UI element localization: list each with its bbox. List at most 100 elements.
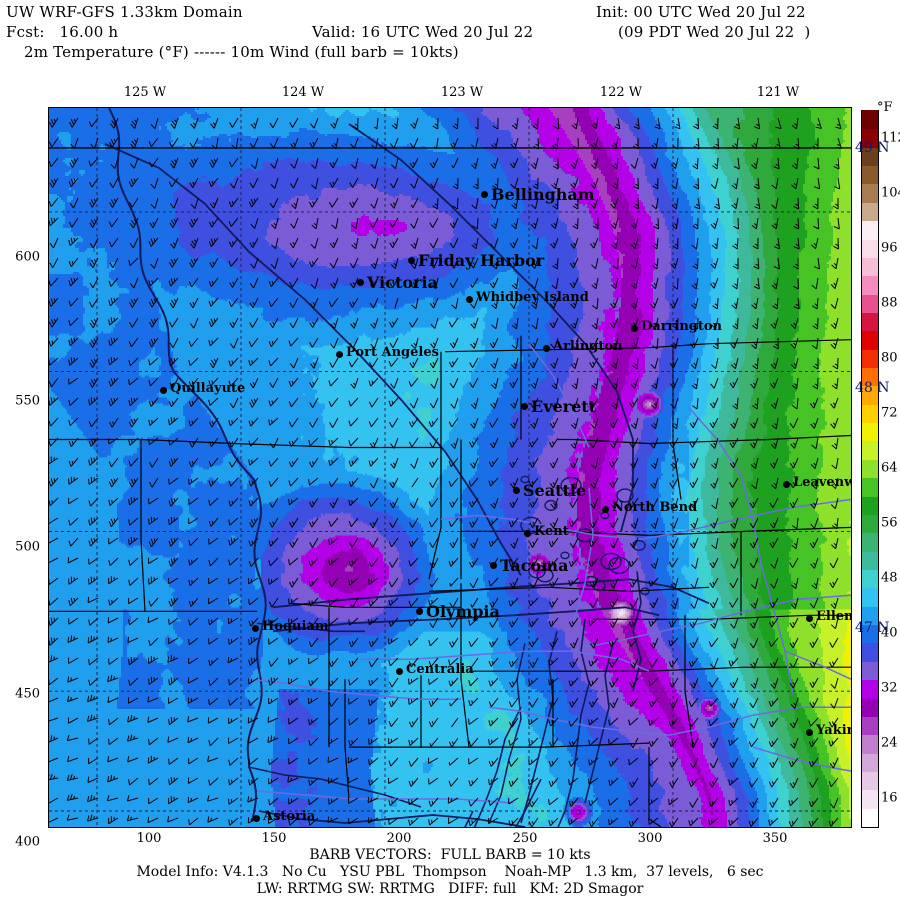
wind-barb bbox=[211, 137, 219, 150]
wind-barb bbox=[550, 337, 559, 349]
wind-barb bbox=[488, 657, 499, 667]
wind-barb bbox=[449, 237, 459, 249]
wind-barb bbox=[248, 337, 259, 348]
wind-barb bbox=[109, 257, 119, 269]
wind-barb bbox=[228, 417, 239, 427]
wind-barb bbox=[87, 794, 99, 803]
wind-barb bbox=[288, 377, 299, 387]
wind-barb bbox=[228, 297, 239, 308]
wind-barb bbox=[552, 137, 559, 150]
wind-barb bbox=[672, 237, 679, 250]
axis-tick-label: 600 bbox=[15, 249, 40, 265]
wind-barb bbox=[752, 397, 759, 410]
wind-barb bbox=[590, 197, 599, 209]
colorbar-band bbox=[862, 808, 878, 827]
wind-barb bbox=[49, 437, 59, 447]
wind-barb bbox=[511, 117, 519, 130]
wind-barb bbox=[348, 617, 359, 626]
wind-barb bbox=[789, 617, 799, 629]
wind-barb bbox=[813, 157, 820, 170]
wind-barb bbox=[248, 197, 259, 208]
wind-barb bbox=[709, 677, 719, 688]
wind-barb bbox=[650, 297, 659, 309]
wind-barb bbox=[389, 477, 399, 489]
wind-barb bbox=[488, 577, 499, 587]
wind-barb bbox=[409, 137, 419, 149]
wind-barb bbox=[108, 657, 119, 665]
wind-barb bbox=[88, 617, 99, 626]
city-dot-icon bbox=[602, 506, 609, 513]
wind-barb bbox=[753, 257, 760, 270]
wind-barb bbox=[429, 617, 439, 628]
wind-barb bbox=[668, 817, 679, 827]
temperature-field bbox=[49, 108, 851, 827]
wind-barb bbox=[88, 517, 99, 526]
city-label: Victoria bbox=[367, 273, 438, 292]
wind-barb bbox=[88, 557, 99, 565]
wind-barb bbox=[549, 457, 559, 469]
map-line bbox=[248, 766, 422, 808]
wind-barb bbox=[169, 137, 179, 148]
wind-barb bbox=[432, 117, 439, 130]
wind-barb bbox=[67, 635, 79, 644]
wind-barb bbox=[530, 157, 539, 170]
wind-barb bbox=[570, 317, 579, 329]
wind-barb bbox=[248, 357, 259, 367]
wind-barb bbox=[489, 597, 499, 608]
wind-barb bbox=[329, 157, 339, 169]
wind-barb bbox=[209, 257, 219, 268]
wind-barb bbox=[749, 757, 759, 769]
city-label: Astoria bbox=[263, 809, 316, 824]
map-line bbox=[460, 583, 470, 748]
wind-barb bbox=[812, 297, 819, 310]
wind-barb bbox=[68, 597, 79, 607]
wind-barb bbox=[49, 756, 59, 763]
wind-barb bbox=[828, 737, 839, 747]
wind-barb bbox=[167, 816, 179, 823]
wind-barb bbox=[768, 817, 779, 826]
wind-barb bbox=[128, 617, 139, 626]
wind-barb bbox=[129, 277, 139, 289]
wind-barb bbox=[689, 797, 699, 808]
wind-barb bbox=[648, 797, 659, 806]
wind-barb bbox=[68, 537, 79, 547]
wind-barb bbox=[369, 437, 379, 449]
wind-barb bbox=[208, 457, 219, 467]
wind-barb bbox=[608, 797, 619, 806]
wind-barb bbox=[189, 437, 199, 448]
wind-barb bbox=[689, 477, 699, 488]
colorbar-tick-label: 32 bbox=[881, 680, 898, 696]
wind-barb bbox=[288, 617, 299, 625]
wind-barb bbox=[388, 597, 399, 606]
wind-barb bbox=[188, 617, 199, 626]
wind-barb bbox=[814, 177, 821, 190]
wind-barb bbox=[771, 477, 779, 490]
wind-barb bbox=[289, 237, 299, 249]
wind-barb bbox=[308, 437, 319, 447]
map-plot-area[interactable]: Bellingham Friday Harbor Victoria Whidbey I… bbox=[48, 107, 852, 828]
wind-barb bbox=[89, 277, 99, 289]
wind-barb bbox=[630, 517, 639, 529]
wind-barb bbox=[188, 537, 199, 547]
wind-barb bbox=[529, 557, 539, 568]
colorbar-band bbox=[862, 257, 878, 277]
wind-barb bbox=[709, 597, 719, 609]
wind-barb bbox=[631, 337, 639, 350]
wind-barb bbox=[670, 457, 679, 469]
city-dot-icon bbox=[466, 296, 473, 303]
wind-barb bbox=[309, 337, 319, 348]
wind-barb bbox=[388, 537, 399, 548]
wind-barb bbox=[693, 117, 699, 130]
wind-barb bbox=[469, 557, 479, 568]
wind-barb bbox=[629, 397, 639, 408]
wind-barb bbox=[491, 137, 499, 150]
wind-barb bbox=[208, 417, 219, 428]
wind-barb bbox=[629, 737, 639, 749]
wind-barb bbox=[106, 795, 119, 802]
map-line bbox=[440, 498, 851, 541]
wind-barb bbox=[548, 797, 559, 806]
wind-barb bbox=[370, 177, 379, 189]
wind-barb bbox=[408, 377, 419, 387]
wind-barb bbox=[612, 257, 619, 270]
wind-barb bbox=[551, 177, 559, 190]
